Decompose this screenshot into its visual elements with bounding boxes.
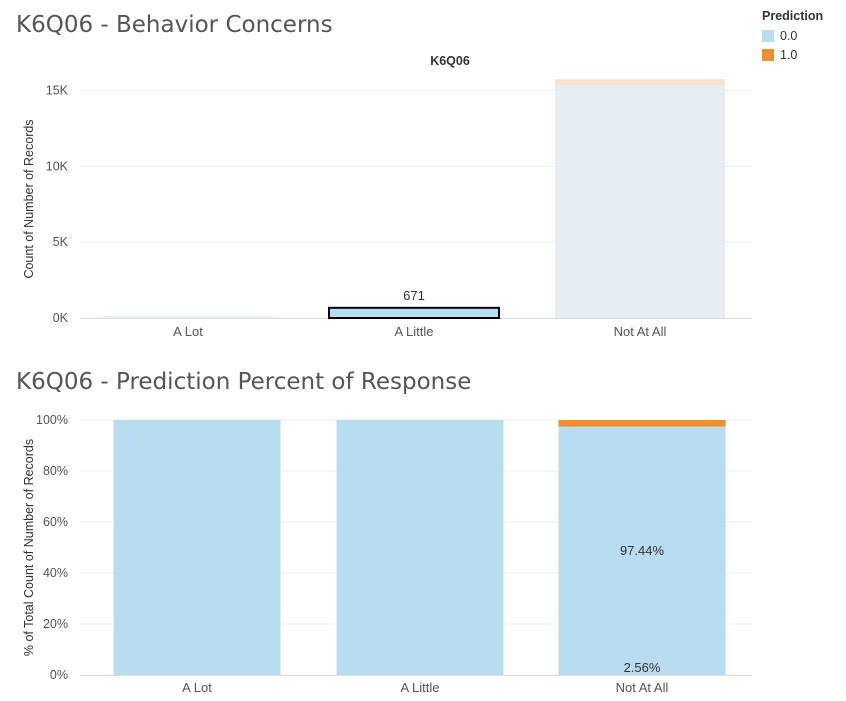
- chart2-data-label: 97.44%: [620, 543, 665, 558]
- chart1-bar-a-lot-s0: [103, 316, 273, 318]
- chart2-ytick-label: 0%: [50, 668, 68, 682]
- chart1-data-label: 671: [403, 288, 425, 303]
- chart1-bar-a-little-s0: [328, 306, 500, 320]
- chart1-xtick-label: Not At All: [614, 324, 667, 339]
- chart2-bar-not-at-all-s0: [558, 426, 726, 675]
- chart1-ytick-label: 10K: [46, 159, 69, 173]
- chart2-xtick-label: Not At All: [616, 680, 669, 695]
- legend: Prediction 0.0 1.0: [762, 9, 823, 64]
- chart1-bar-not-at-all-s1: [555, 79, 725, 86]
- chart2-ytick-label: 60%: [43, 515, 68, 529]
- legend-swatch-1: [762, 48, 774, 61]
- chart2-ytick-label: 100%: [36, 413, 68, 427]
- chart1-ytick-label: 0K: [53, 311, 69, 325]
- chart1-xtick-label: A Little: [394, 324, 433, 339]
- chart2-bar-not-at-all-s1: [558, 420, 726, 427]
- legend-item-1[interactable]: 1.0: [762, 45, 823, 64]
- legend-swatch-0: [762, 29, 774, 42]
- chart2-ytick-label: 20%: [43, 617, 68, 631]
- chart1-ylabel: Count of Number of Records: [22, 119, 36, 278]
- legend-title: Prediction: [762, 9, 824, 23]
- chart1-title: K6Q06 - Behavior Concerns: [16, 12, 333, 38]
- chart2-data-label: 2.56%: [624, 660, 661, 675]
- chart1-xtick-label: A Lot: [173, 324, 203, 339]
- chart2-ytick-label: 80%: [43, 464, 68, 478]
- chart2-title: K6Q06 - Prediction Percent of Response: [16, 369, 472, 395]
- legend-label-0: 0.0: [780, 28, 798, 43]
- legend-item-0[interactable]: 0.0: [762, 26, 823, 45]
- chart2-xtick-label: A Little: [400, 680, 439, 695]
- chart2-xtick-label: A Lot: [182, 680, 212, 695]
- chart2-bar-a-little-s0: [336, 420, 504, 675]
- chart1-ytick-label: 5K: [53, 235, 69, 249]
- chart1-bar-not-at-all-s0: [555, 85, 725, 319]
- chart2-bar-a-lot-s0: [113, 420, 281, 675]
- chart2-ytick-label: 40%: [43, 566, 68, 580]
- chart2-ylabel: % of Total Count of Number of Records: [22, 439, 36, 656]
- chart1-ytick-label: 15K: [46, 84, 69, 98]
- chart1-header: K6Q06: [430, 54, 470, 68]
- legend-label-1: 1.0: [780, 47, 798, 62]
